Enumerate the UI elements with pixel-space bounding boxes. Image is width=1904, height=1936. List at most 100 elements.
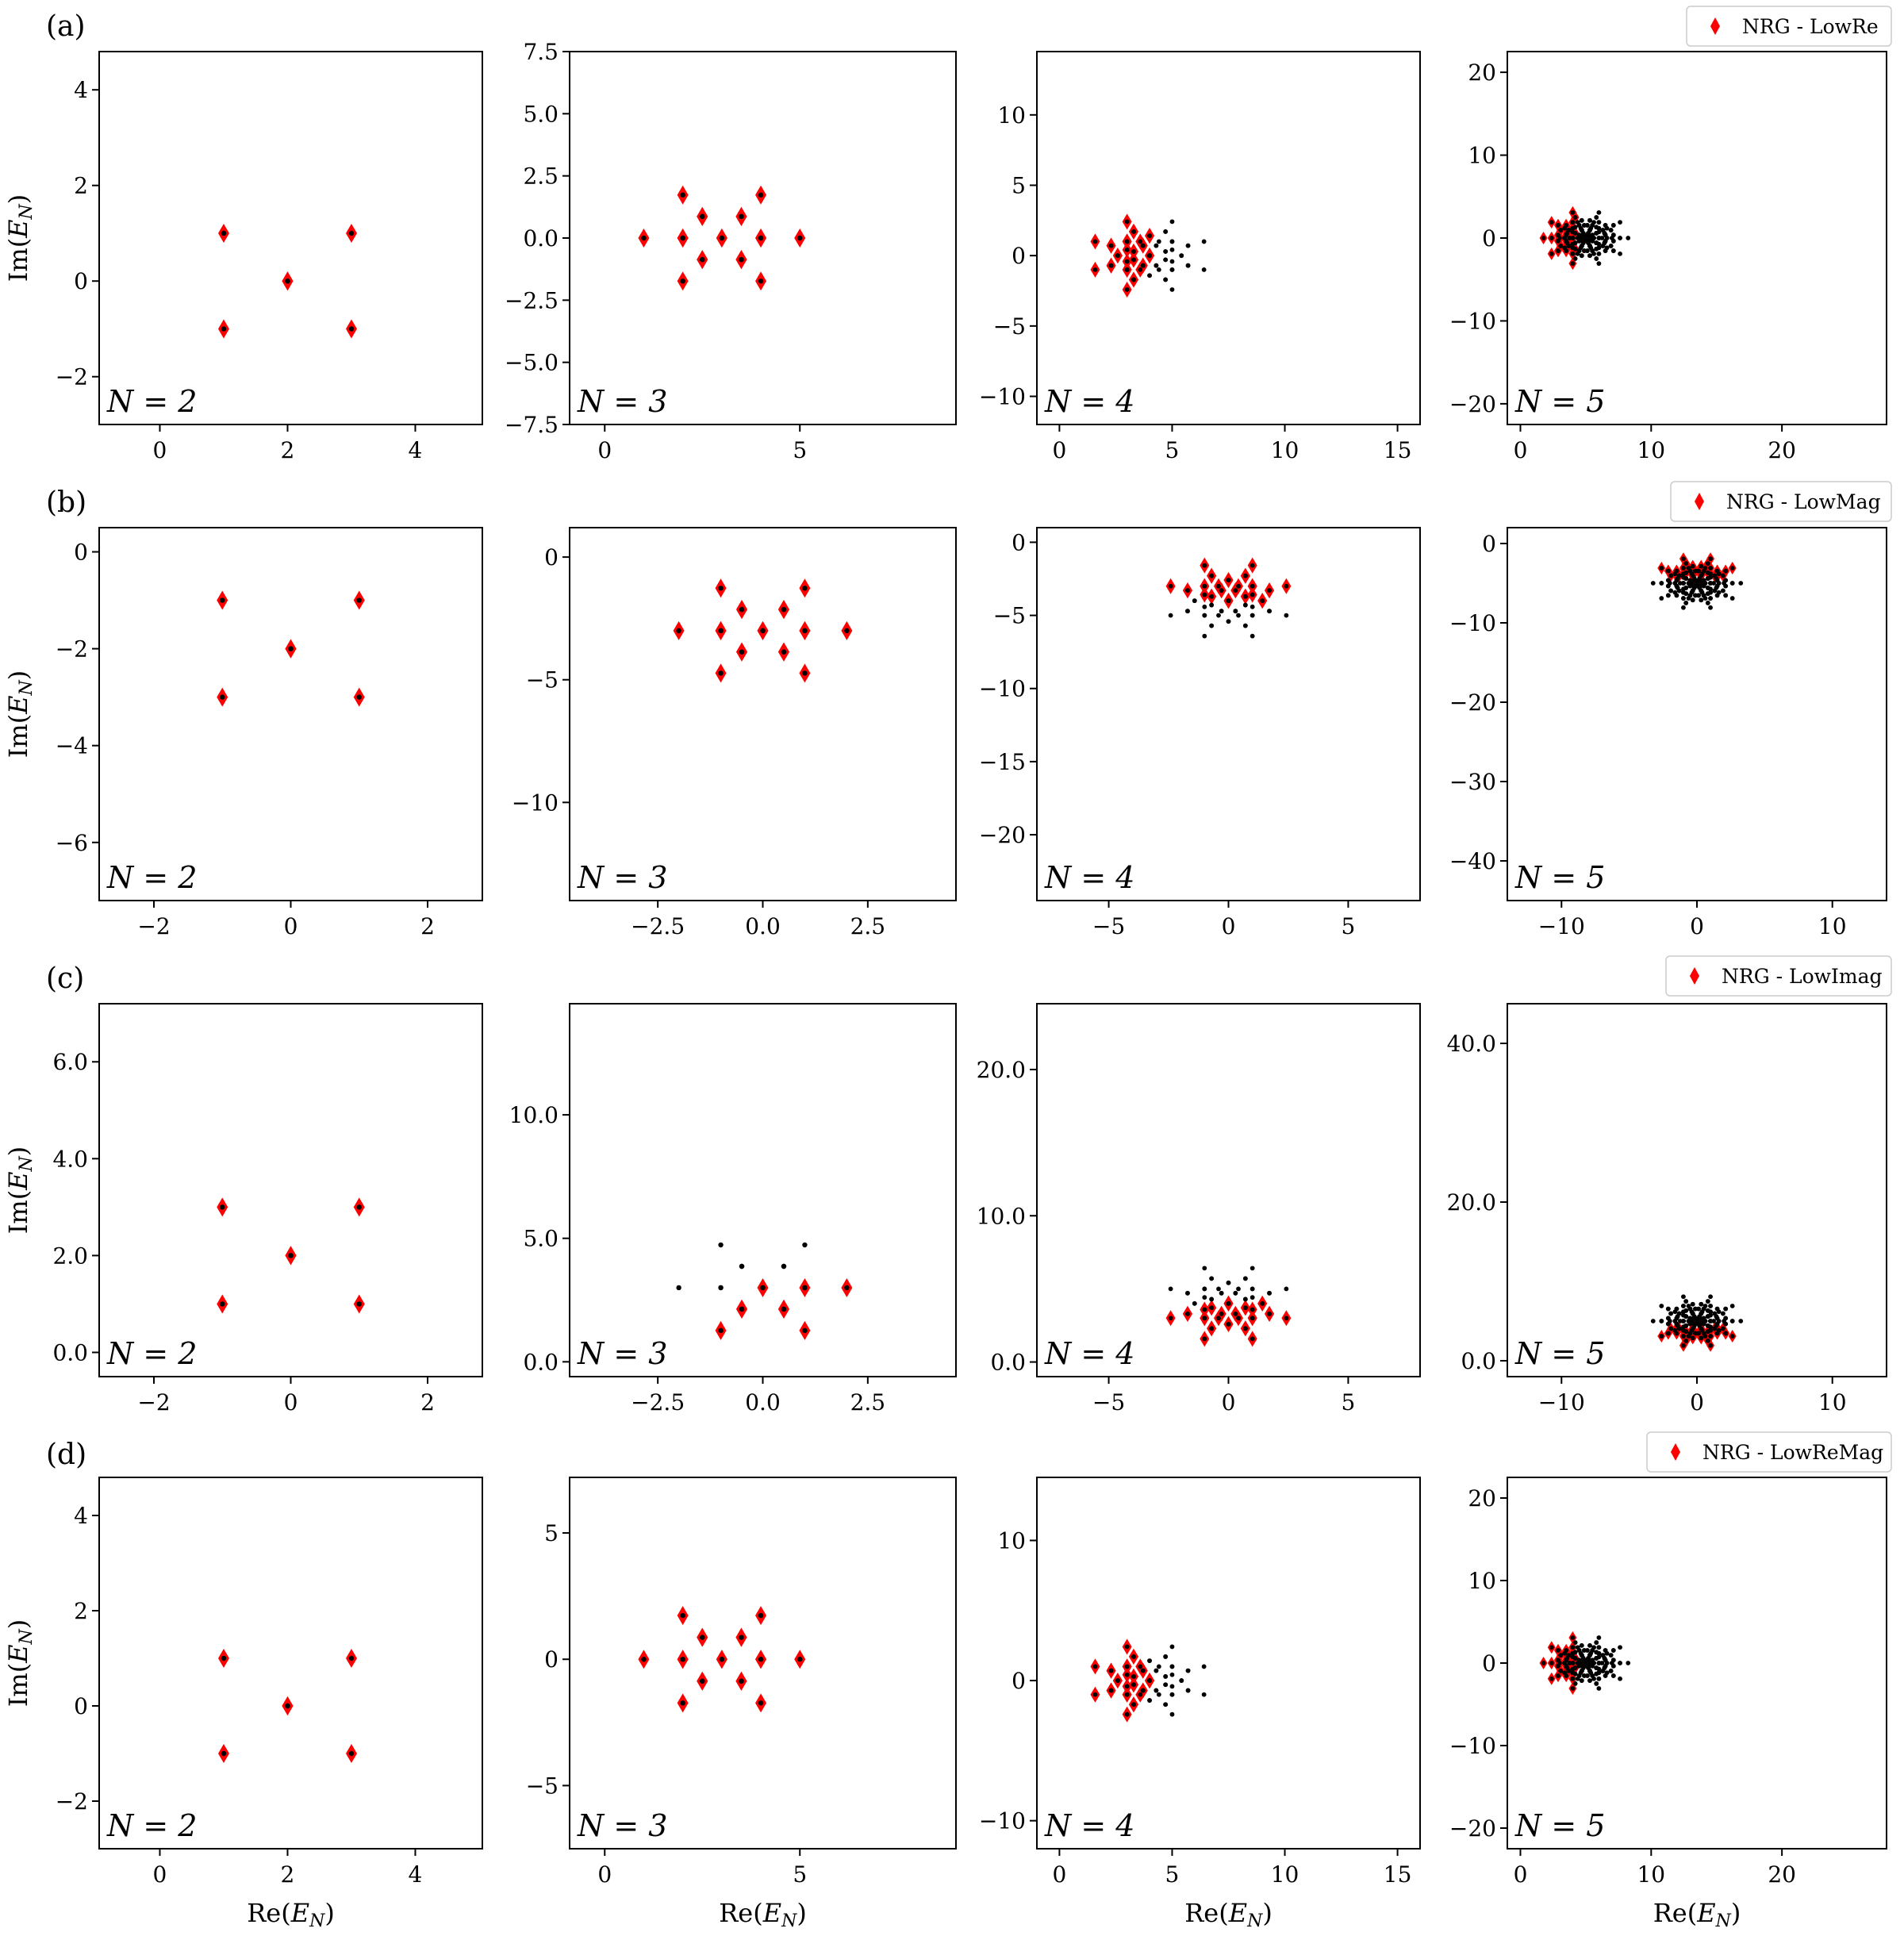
spectrum-point [1618,236,1622,240]
y-tick-label: 2.0 [52,1243,88,1269]
spectrum-point [1590,248,1595,253]
spectrum-point [1549,236,1554,240]
spectrum-point [1708,566,1713,570]
spectrum-point [1572,240,1578,246]
spectrum-point [1202,1286,1207,1292]
spectrum-point [1169,1672,1175,1677]
y-axis-label: Im(EN) [3,1619,36,1707]
y-tick-label: 10 [997,102,1026,129]
spectrum-point [797,235,803,241]
spectrum-point [1572,1640,1578,1646]
spectrum-point [739,1306,745,1312]
spectrum-point [1711,581,1717,586]
spectrum-point [1714,1331,1720,1336]
spectrum-point [1147,273,1152,278]
spectrum-point [1729,566,1735,570]
spectrum-point [739,1263,745,1270]
spectrum-point [739,256,744,263]
spectrum-point [1147,1678,1152,1683]
x-tick-label: −2 [137,913,170,939]
y-tick-label: 20 [1468,1485,1496,1512]
axes-frame [1036,51,1421,425]
spectrum-point [1681,596,1686,601]
spectrum-point [220,597,225,603]
spectrum-point [1202,604,1207,609]
y-tick-label: 20.0 [1447,1189,1496,1216]
y-tick-label: 5.0 [523,101,559,127]
panel-2-2: −5 0 5 0.0 10.0 20.0 N = 4 [977,1003,1421,1416]
y-tick-label: −20 [979,822,1026,848]
y-tick-label: 0 [544,1646,559,1673]
scatter-points [676,1242,853,1340]
y-tick-label: 0 [1012,529,1026,555]
y-tick-label: 2.5 [523,163,559,190]
axes-frame [569,1477,957,1850]
spectrum-point [1690,582,1695,588]
spectrum-point [802,1327,808,1334]
spectrum-point [641,235,647,241]
x-tick-label: −2 [137,1389,170,1416]
spectrum-point [1674,593,1679,598]
spectrum-point [1242,1296,1248,1302]
panel-2-0: −2 0 2 0.0 2.0 4.0 6.0 N = 2 Im(EN) [3,1003,483,1416]
spectrum-point [1250,1266,1255,1271]
y-axis-label: Im(EN) [3,1147,36,1235]
spectrum-point [1579,1642,1584,1648]
spectrum-point [1169,287,1175,292]
spectrum-point [1596,220,1602,225]
n-label: N = 5 [1514,384,1605,419]
spectrum-point [1683,1329,1689,1335]
y-tick-label: −30 [1449,769,1496,795]
y-tick-label: −40 [1449,848,1496,874]
spectrum-point [1665,1306,1671,1312]
spectrum-point [1185,1688,1191,1693]
spectrum-point [1596,1661,1602,1665]
spectrum-point [1558,244,1564,248]
spectrum-point [1723,583,1729,589]
spectrum-point [1699,588,1704,593]
spectrum-point [1600,1653,1606,1658]
spectrum-point [1250,1316,1255,1321]
y-tick-label: 0 [74,540,88,566]
n-label: N = 4 [1044,1336,1134,1371]
x-tick-label: −10 [1538,1389,1585,1416]
spectrum-point [1260,598,1265,604]
spectrum-point [1714,1314,1719,1319]
spectrum-point [1665,593,1671,598]
y-tick-label: 0 [1482,225,1496,252]
spectrum-point [1594,1640,1599,1646]
spectrum-point [1233,1290,1238,1296]
spectrum-point [1250,1286,1255,1292]
spectrum-point [1705,585,1710,590]
spectrum-point [1714,1306,1720,1312]
spectrum-point [1720,1311,1726,1316]
spectrum-point [1602,240,1607,246]
axes-frame [98,51,483,425]
spectrum-point [1163,1682,1169,1688]
spectrum-point [1209,602,1215,608]
spectrum-point [1587,253,1592,259]
spectrum-point [221,326,227,332]
spectrum-point [1570,1686,1576,1691]
y-axis-label: Im(EN) [3,670,36,759]
spectrum-point [1596,1654,1602,1660]
spectrum-point [680,1700,685,1706]
spectrum-point [1659,1319,1664,1323]
spectrum-point [1209,593,1215,599]
spectrum-point [1202,1336,1207,1342]
spectrum-point [1701,568,1706,574]
panel-0-2: 0 5 10 15 −10 −5 0 5 10 N = 4 [979,51,1421,463]
row-label: (d) [46,1439,86,1471]
x-tick-label: 0 [153,1861,167,1888]
y-tick-label: 0.0 [52,1339,88,1366]
spectrum-point [1579,1668,1584,1673]
spectrum-point [1602,1665,1607,1671]
spectrum-point [1665,568,1671,574]
spectrum-point [221,1655,227,1661]
spectrum-point [1596,1670,1602,1676]
spectrum-point [348,1750,355,1757]
spectrum-point [700,1678,705,1684]
spectrum-point [1579,217,1584,223]
spectrum-point [1590,1673,1595,1678]
spectrum-point [680,1612,685,1619]
